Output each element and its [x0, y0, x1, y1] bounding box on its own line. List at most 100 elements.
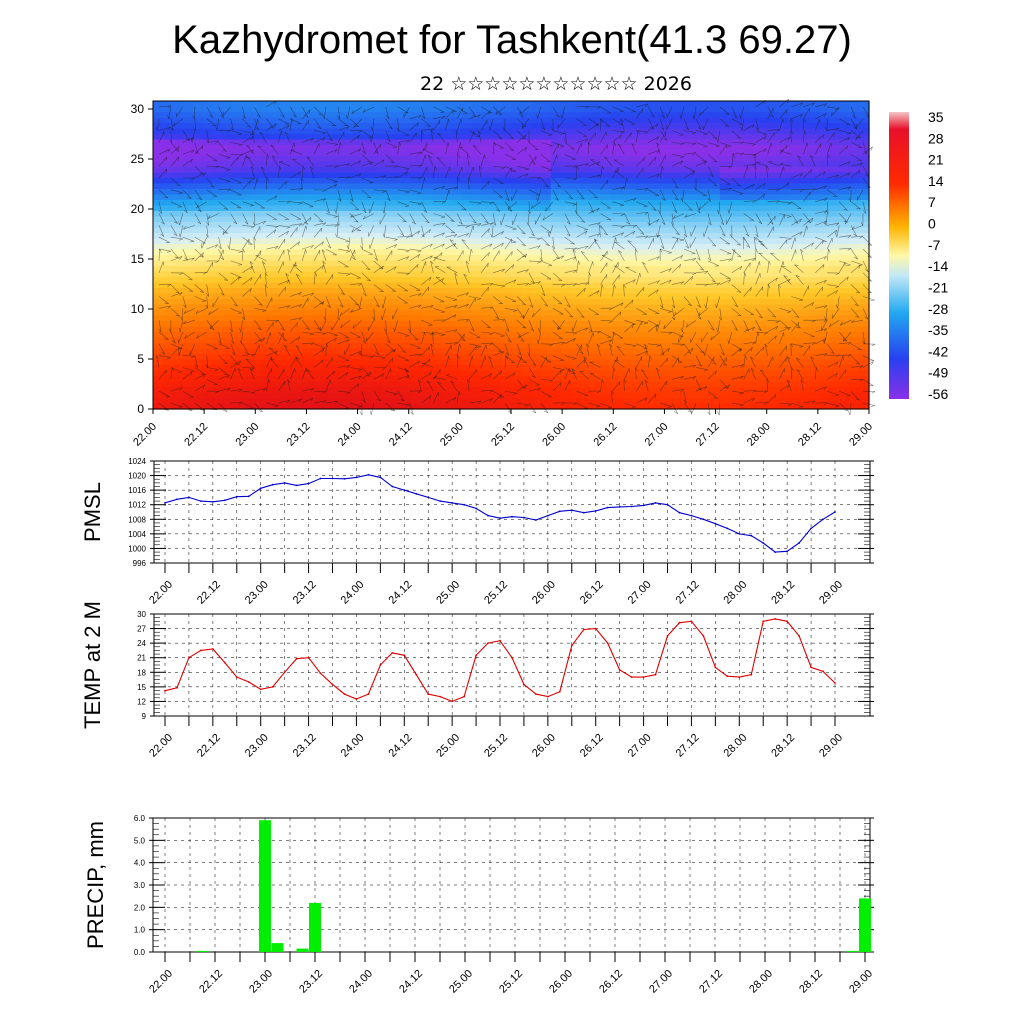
- heatmap-cell: [332, 134, 343, 141]
- heatmap-cell: [153, 266, 164, 273]
- heatmap-cell: [192, 310, 204, 317]
- heatmap-cell: [431, 321, 442, 328]
- heatmap-cell: [292, 260, 303, 267]
- wind-vector-head: [223, 410, 228, 412]
- heatmap-cell: [779, 233, 791, 240]
- heatmap-cell: [421, 249, 433, 256]
- heatmap-cell: [759, 398, 771, 405]
- wind-vector-head: [255, 127, 259, 131]
- heatmap-cell: [501, 112, 512, 119]
- heatmap-cell: [650, 183, 661, 190]
- heatmap-cell: [153, 189, 164, 196]
- heatmap-cell: [520, 139, 532, 146]
- heatmap-cell: [481, 293, 492, 300]
- heatmap-cell: [709, 315, 721, 322]
- heatmap-cell: [839, 310, 850, 317]
- heatmap-cell: [361, 189, 373, 196]
- heatmap-cell: [759, 194, 771, 201]
- heatmap-cell: [461, 128, 472, 135]
- wind-vector: [158, 296, 169, 304]
- heatmap-cell: [192, 288, 204, 295]
- heatmap-cell: [421, 128, 433, 135]
- heatmap-cell: [759, 101, 771, 108]
- heatmap-cell: [729, 359, 741, 366]
- heatmap-cell: [471, 304, 482, 311]
- heatmap-cell: [590, 189, 602, 196]
- heatmap-cell: [690, 359, 701, 366]
- heatmap-cell: [650, 167, 661, 174]
- heatmap-cell: [600, 172, 612, 179]
- wind-vector: [158, 261, 164, 273]
- heatmap-cell: [799, 282, 810, 289]
- heatmap-cell: [441, 183, 452, 190]
- heatmap-cell: [680, 326, 691, 333]
- heatmap-cell: [719, 271, 731, 278]
- heatmap-cell: [719, 293, 731, 300]
- heatmap-cell: [769, 194, 781, 201]
- heatmap-cell: [272, 260, 283, 267]
- heatmap-cell: [729, 216, 741, 223]
- wind-vector: [206, 225, 209, 238]
- heatmap-cell: [461, 134, 472, 141]
- wind-vector: [170, 343, 183, 349]
- heatmap-cell: [391, 139, 403, 146]
- wind-vector: [313, 227, 323, 238]
- heatmap-cell: [391, 194, 403, 201]
- heatmap-cell: [680, 128, 691, 135]
- heatmap-cell: [361, 238, 373, 245]
- heatmap-cell: [699, 244, 711, 251]
- heatmap-cell: [590, 227, 602, 234]
- heatmap-cell: [570, 156, 582, 163]
- heatmap-cell: [431, 183, 442, 190]
- heatmap-cell: [202, 376, 214, 383]
- wind-vector: [254, 220, 266, 226]
- heatmap-cell: [719, 222, 731, 229]
- heatmap-cell: [640, 178, 651, 185]
- heatmap-cell: [620, 315, 631, 322]
- heatmap-cell: [859, 139, 870, 146]
- heatmap-cell: [729, 376, 741, 383]
- heatmap-cell: [560, 381, 572, 388]
- heatmap-cell: [640, 156, 651, 163]
- wind-vector: [337, 296, 344, 308]
- wind-vector: [325, 142, 338, 145]
- heatmap-cell: [491, 343, 502, 350]
- heatmap-cell: [282, 167, 293, 174]
- heatmap-cell: [600, 260, 612, 267]
- heatmap-cell: [690, 167, 701, 174]
- wind-vector: [182, 236, 195, 242]
- heatmap-cell: [680, 249, 691, 256]
- heatmap-cell: [809, 348, 820, 355]
- heatmap-cell: [351, 365, 363, 372]
- heatmap-cell: [341, 101, 353, 108]
- wind-vector-head: [238, 251, 243, 253]
- wind-vector-head: [334, 149, 338, 153]
- wind-vector-head: [318, 220, 323, 223]
- heatmap-cell: [809, 128, 820, 135]
- heatmap-cell: [381, 189, 393, 196]
- heatmap-cell: [680, 106, 691, 113]
- heatmap-cell: [192, 211, 204, 218]
- heatmap-cell: [401, 304, 413, 311]
- heatmap-cell: [461, 354, 472, 361]
- heatmap-cell: [670, 370, 681, 377]
- heatmap-cell: [202, 249, 214, 256]
- heatmap-cell: [640, 387, 651, 394]
- heatmap-cell: [491, 227, 502, 234]
- heatmap-cell: [511, 145, 522, 152]
- heatmap-cell: [759, 178, 771, 185]
- heatmap-cell: [819, 117, 830, 124]
- heatmap-cell: [749, 387, 761, 394]
- heatmap-cell: [302, 161, 313, 168]
- heatmap-cell: [491, 233, 502, 240]
- heatmap-cell: [570, 343, 582, 350]
- heatmap-cell: [540, 194, 552, 201]
- heatmap-cell: [670, 167, 681, 174]
- heatmap-cell: [182, 260, 194, 267]
- heatmap-cell: [491, 117, 502, 124]
- wind-vector-head: [381, 159, 385, 164]
- heatmap-cell: [351, 398, 363, 405]
- heatmap-cell: [779, 238, 791, 245]
- wind-vector: [196, 201, 207, 209]
- heatmap-cell: [829, 299, 840, 306]
